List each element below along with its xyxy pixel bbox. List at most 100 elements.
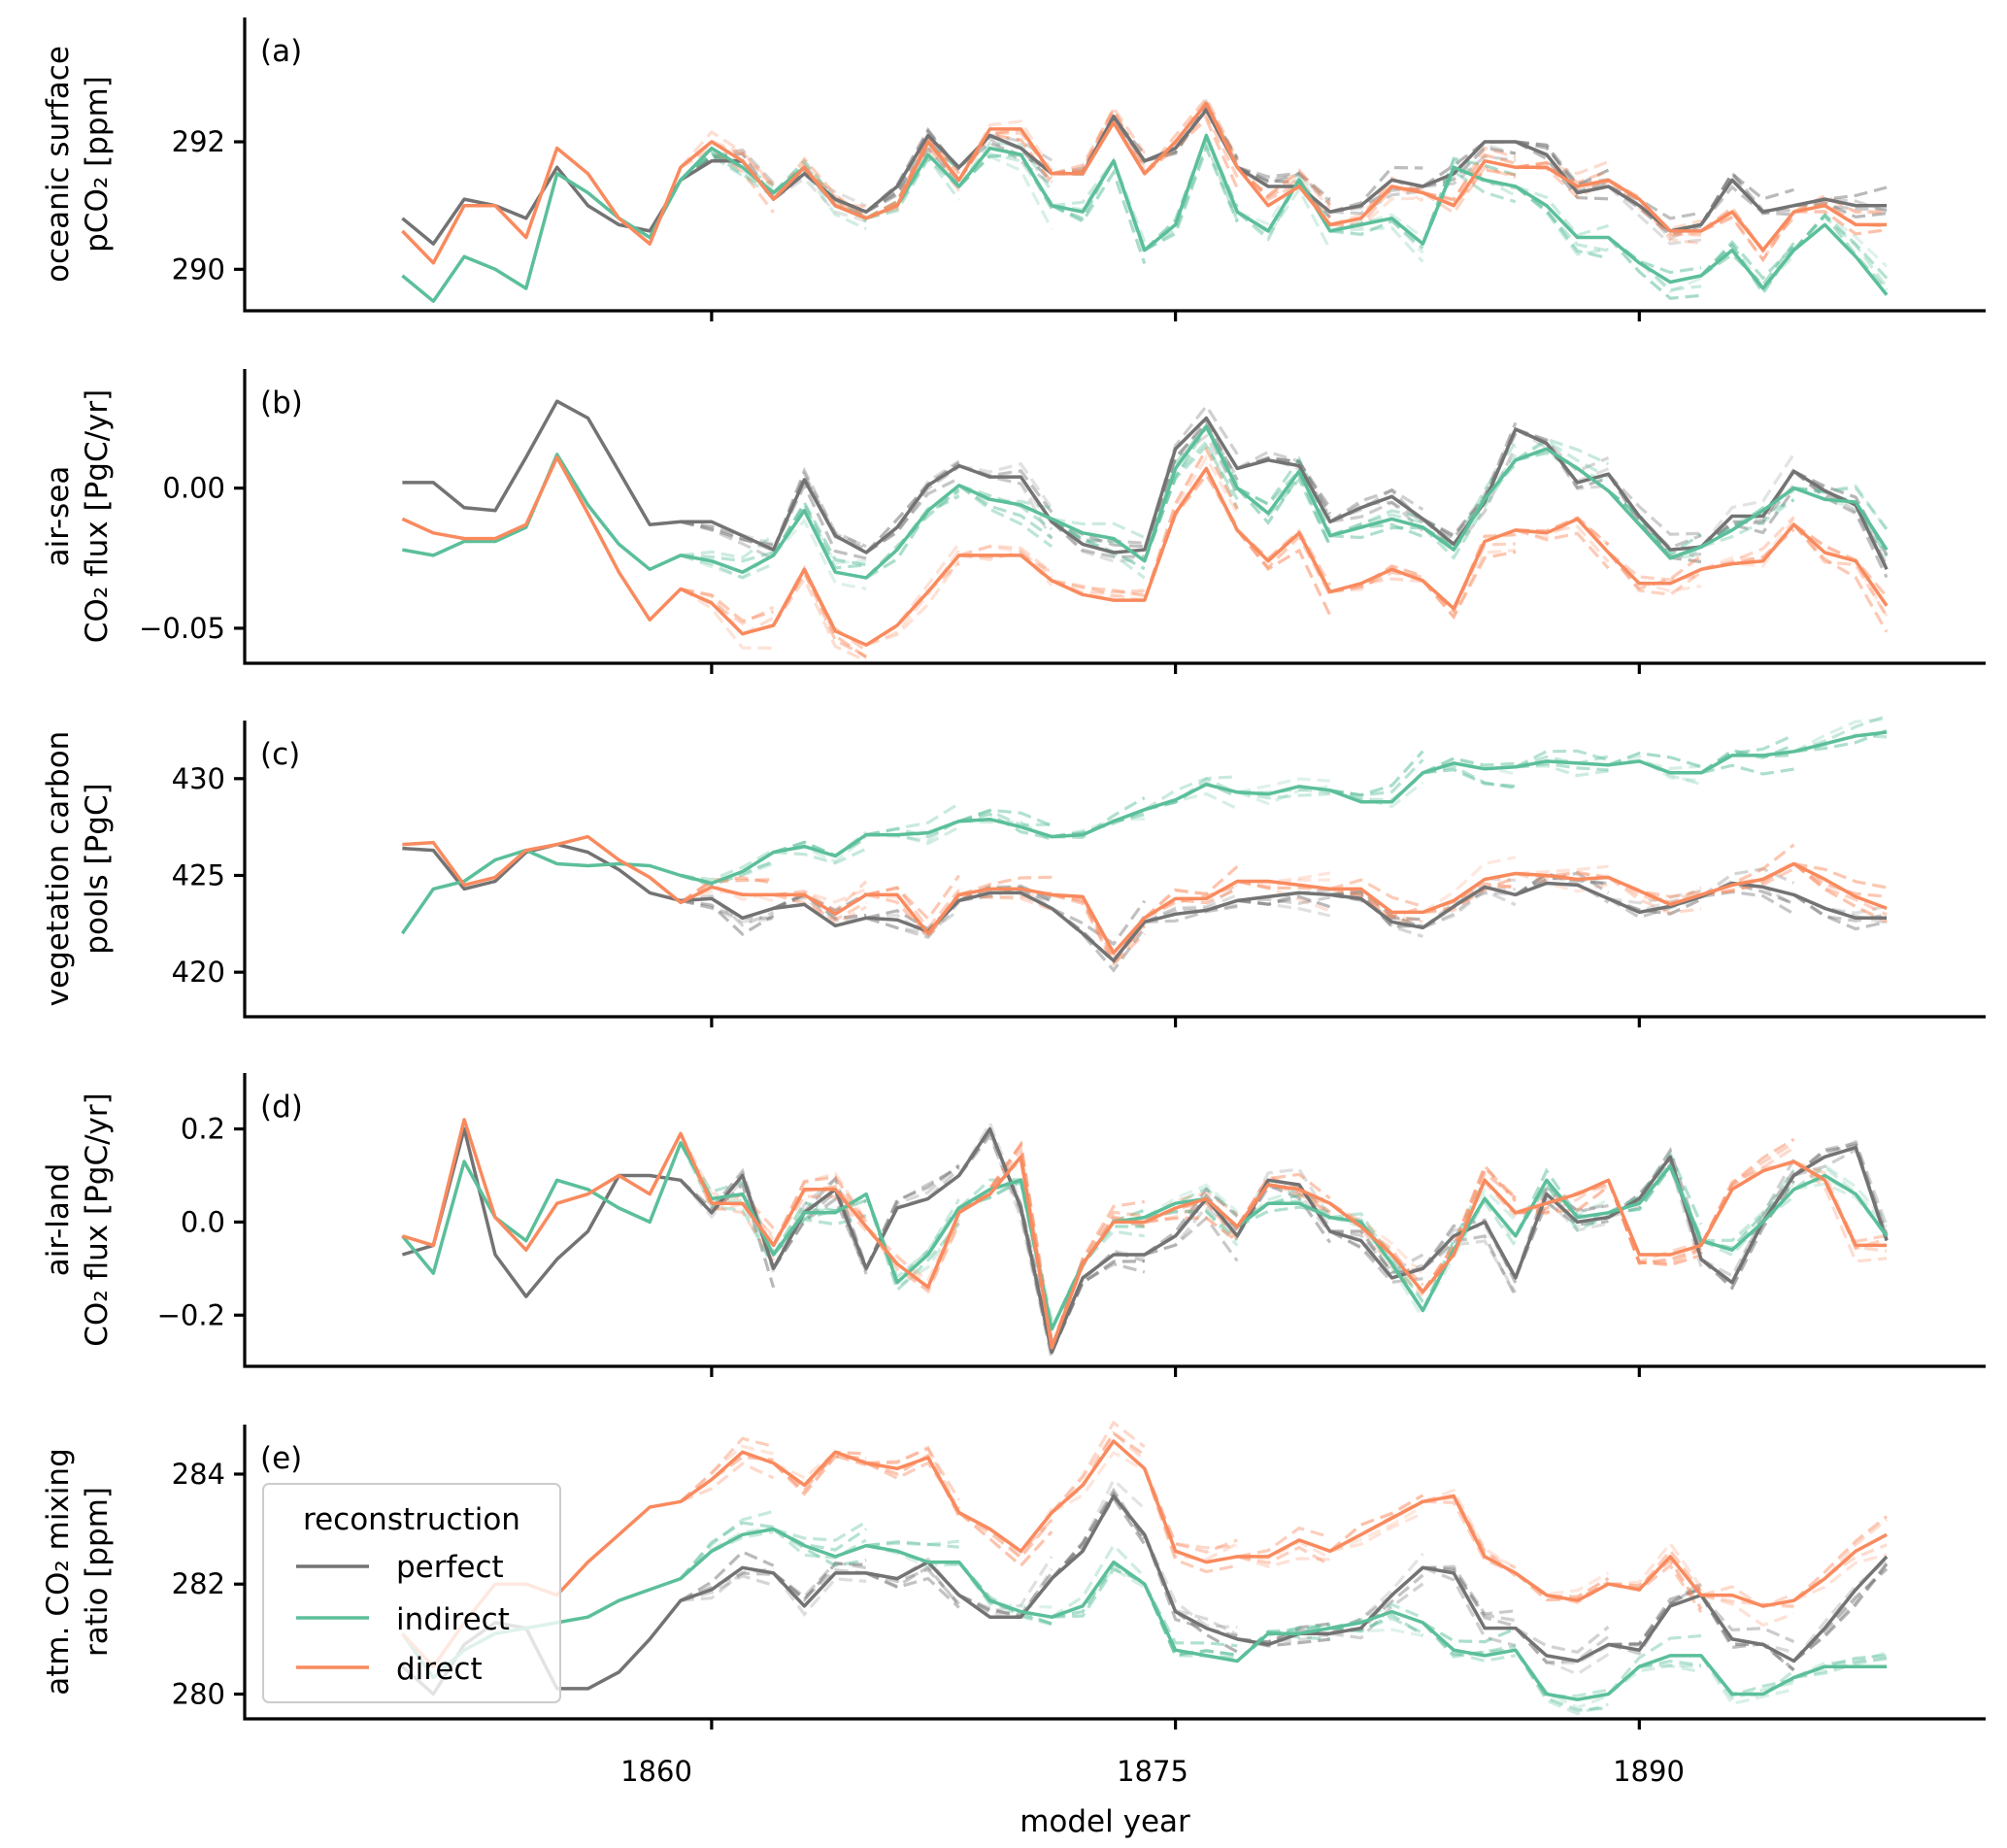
ensemble-line-perfect xyxy=(1514,1200,1609,1279)
ensemble-line-perfect xyxy=(772,466,867,551)
ensemble-line-direct xyxy=(679,129,775,186)
series-line-direct xyxy=(402,834,1888,955)
ensemble-line-direct xyxy=(1792,522,1889,618)
y-axis-title-line: atm. CO₂ mixing xyxy=(41,1448,76,1695)
ensemble-line-indirect xyxy=(1144,1187,1239,1220)
ensemble-line-direct xyxy=(1792,1543,1888,1602)
ensemble-line-direct xyxy=(773,888,867,904)
ensemble-line-perfect xyxy=(1329,500,1424,523)
ensemble-line-perfect xyxy=(680,1550,775,1602)
ensemble-line-indirect xyxy=(1329,509,1423,538)
ensemble-line-direct xyxy=(1235,1172,1331,1228)
y-tick-label: 425 xyxy=(172,858,225,891)
y-tick-label: −0.05 xyxy=(139,612,225,645)
ensemble-line-direct xyxy=(1051,579,1146,602)
ensemble-line-indirect xyxy=(1144,143,1239,252)
ensemble-line-indirect xyxy=(865,1539,959,1548)
ensemble-line-indirect xyxy=(957,484,1054,540)
ensemble-line-perfect xyxy=(1700,1168,1795,1279)
ensemble-line-perfect xyxy=(865,909,960,934)
y-axis-title-line: pools [PgC] xyxy=(80,783,115,954)
ensemble-line-perfect xyxy=(1144,885,1239,924)
ensemble-line-perfect xyxy=(1236,455,1332,509)
ensemble-line-direct xyxy=(1792,195,1888,214)
ensemble-line-direct xyxy=(1329,887,1423,922)
ensemble-line-perfect xyxy=(1514,1627,1610,1664)
ensemble-line-direct xyxy=(1329,577,1423,593)
ensemble-line-indirect xyxy=(1793,1656,1888,1680)
ensemble-line-indirect xyxy=(1051,517,1146,539)
ensemble-line-perfect xyxy=(1792,1562,1889,1663)
ensemble-line-perfect xyxy=(1607,473,1702,564)
ensemble-line-indirect xyxy=(1700,733,1795,775)
ensemble-line-indirect xyxy=(679,1142,775,1267)
ensemble-line-direct xyxy=(1144,1200,1239,1240)
ensemble-line-indirect xyxy=(679,1509,775,1580)
ensemble-line-direct xyxy=(1607,551,1702,596)
ensemble-line-perfect xyxy=(865,1567,960,1605)
ensemble-line-perfect xyxy=(1329,1229,1424,1274)
y-axis-title-line: CO₂ flux [PgC/yr] xyxy=(80,1092,115,1346)
y-tick-label: 420 xyxy=(172,956,225,989)
ensemble-line-perfect xyxy=(1422,421,1518,541)
y-tick-label: 290 xyxy=(172,252,225,286)
ensemble-line-indirect xyxy=(866,825,960,846)
ensemble-line-direct xyxy=(1607,876,1702,898)
ensemble-line-indirect xyxy=(1792,714,1888,754)
ensemble-line-direct xyxy=(865,1461,961,1510)
ensemble-line-direct xyxy=(865,562,960,647)
ensemble-line-direct xyxy=(680,1462,775,1503)
panel-a: 290 292 (a) oceanic surface pCO₂ [ppm] xyxy=(41,17,1986,321)
ensemble-line-direct xyxy=(772,1171,868,1247)
ensemble-line-direct xyxy=(1792,523,1889,618)
ensemble-line-perfect xyxy=(865,1564,960,1607)
ensemble-line-direct xyxy=(1792,1553,1888,1602)
ensemble-line-perfect xyxy=(680,520,775,561)
ensemble-line-direct xyxy=(1329,196,1423,228)
ensemble-line-perfect xyxy=(1237,894,1331,909)
ensemble-line-perfect xyxy=(1607,1146,1703,1253)
ensemble-line-indirect xyxy=(957,1561,1053,1609)
ensemble-line-direct xyxy=(1422,165,1517,216)
ensemble-line-indirect xyxy=(1699,242,1795,290)
ensemble-line-direct xyxy=(772,1455,867,1496)
ensemble-line-indirect xyxy=(1793,487,1889,530)
series-line-direct xyxy=(401,1118,1888,1350)
ensemble-line-direct xyxy=(1792,862,1888,898)
ensemble-line-direct xyxy=(1700,212,1795,263)
ensemble-line-indirect xyxy=(1699,1655,1794,1706)
y-tick-label: 0.00 xyxy=(162,472,225,505)
ensemble-line-perfect xyxy=(1792,893,1888,931)
ensemble-line-direct xyxy=(1050,1215,1146,1349)
series-line-direct xyxy=(401,101,1888,265)
ensemble-line-indirect xyxy=(772,1528,867,1567)
ensemble-line-indirect xyxy=(1236,175,1332,242)
ensemble-line-direct xyxy=(773,892,867,923)
ensemble-line-direct xyxy=(1422,856,1517,914)
ensemble-line-perfect xyxy=(1329,889,1424,930)
ensemble-line-direct xyxy=(1700,1594,1795,1628)
ensemble-line-perfect xyxy=(1607,1147,1703,1245)
ensemble-line-direct xyxy=(1328,1201,1424,1287)
ensemble-line-indirect xyxy=(1700,748,1794,775)
ensemble-line-direct xyxy=(1792,523,1889,633)
ensemble-line-perfect xyxy=(958,464,1054,525)
ensemble-line-direct xyxy=(865,542,960,647)
plot-area xyxy=(401,95,1889,303)
y-axis-title-line: pCO₂ [ppm] xyxy=(80,76,115,252)
ensemble-line-perfect xyxy=(864,1164,960,1269)
ensemble-line-direct xyxy=(1051,1430,1146,1514)
ensemble-line-direct xyxy=(865,559,961,647)
series-line-perfect xyxy=(401,1126,1889,1355)
ensemble-line-perfect xyxy=(1236,165,1331,207)
ensemble-line-perfect xyxy=(1699,1594,1795,1643)
ensemble-line-direct xyxy=(1607,876,1702,906)
ensemble-line-indirect xyxy=(957,1181,1054,1328)
ensemble-line-indirect xyxy=(1236,185,1332,251)
ensemble-line-perfect xyxy=(1050,1260,1145,1354)
y-tick-label: −0.2 xyxy=(157,1298,225,1331)
x-axis-title: model year xyxy=(1020,1804,1190,1839)
ensemble-line-indirect xyxy=(1792,487,1889,558)
y-axis-title-line: vegetation carbon xyxy=(41,731,76,1007)
ensemble-line-indirect xyxy=(1422,1621,1517,1644)
